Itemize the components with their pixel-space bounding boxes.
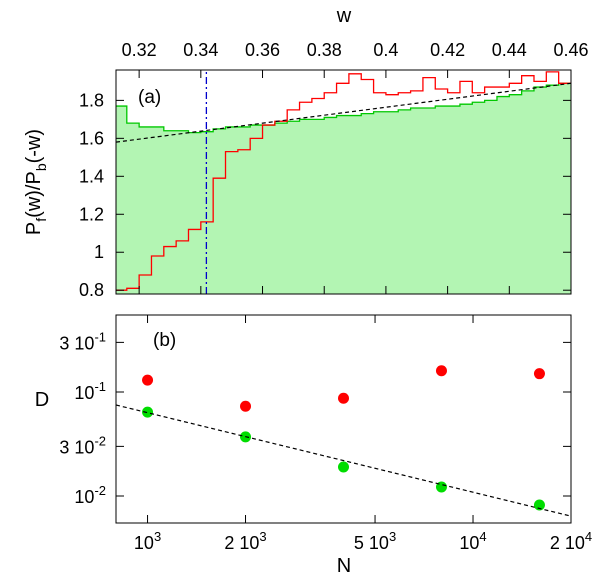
red-data-point [240,400,252,412]
y-tick-label: 1.6 [79,128,104,148]
y-tick-label: 3 10-1 [59,329,106,353]
y-tick-label: 1.8 [79,90,104,110]
green-data-point [533,499,545,511]
x-tick-label: 0.32 [122,40,157,60]
panel-b-y-axis-label: D [35,389,49,411]
x-tick-label: 0.44 [492,40,527,60]
panel-a-ticks: 0.32 0.34 0.36 0.38 0.4 0.42 0.44 0.46 0.8 1 1.2 1.… [79,40,589,300]
x-tick-label: 104 [459,529,486,553]
y-tick-label: 1.2 [79,204,104,224]
panel-a-frame [115,69,572,295]
panel-a-y-axis-label: Pf(w)/Pb(-w) [23,129,49,235]
x-tick-label: 0.38 [307,40,342,60]
x-tick-label: 103 [134,529,161,553]
red-data-point [533,368,545,380]
x-tick-label: 0.46 [553,40,588,60]
panel-b-frame [115,314,572,524]
x-tick-label: 0.42 [430,40,465,60]
panel-a-plot-area [116,70,571,294]
panel-b-ticks: 103 2 103 5 103 104 2 104 10-2 3 10-2 10-1 3 10-… [59,315,592,553]
panel-b: 103 2 103 5 103 104 2 104 10-2 3 10-2 10-1 3 10-… [35,314,592,577]
x-tick-label: 0.36 [245,40,280,60]
black-dashed-power-law-line [116,404,571,517]
x-tick-label: 5 103 [354,529,396,553]
panel-b-label: (b) [153,330,176,351]
x-tick-label: 2 104 [550,529,592,553]
y-tick-label: 1.4 [79,166,104,186]
green-histogram-fill [116,83,571,294]
panel-a-label: (a) [138,87,161,108]
green-data-point [338,461,349,473]
y-tick-label: 1 [94,242,104,262]
green-data-point [142,406,154,418]
red-data-point [142,374,154,386]
y-tick-label: 0.8 [79,280,104,300]
panel-b-x-axis-label: N [337,555,351,577]
y-tick-label: 10-2 [74,483,106,507]
red-data-point [338,392,349,404]
x-tick-label: 2 103 [224,529,266,553]
green-histogram-step [116,82,571,134]
red-histogram-step [116,71,571,291]
panel-b-plot-area [116,365,571,517]
panel-a: 0.32 0.34 0.36 0.38 0.4 0.42 0.44 0.46 0.8 1 1.2 1.… [23,5,589,300]
x-tick-label: 0.4 [373,40,398,60]
red-data-point [435,365,447,377]
y-tick-label: 3 10-2 [59,433,106,457]
panel-a-x-axis-label: w [336,5,352,27]
x-tick-label: 0.34 [183,40,218,60]
y-tick-label: 10-1 [74,379,106,403]
